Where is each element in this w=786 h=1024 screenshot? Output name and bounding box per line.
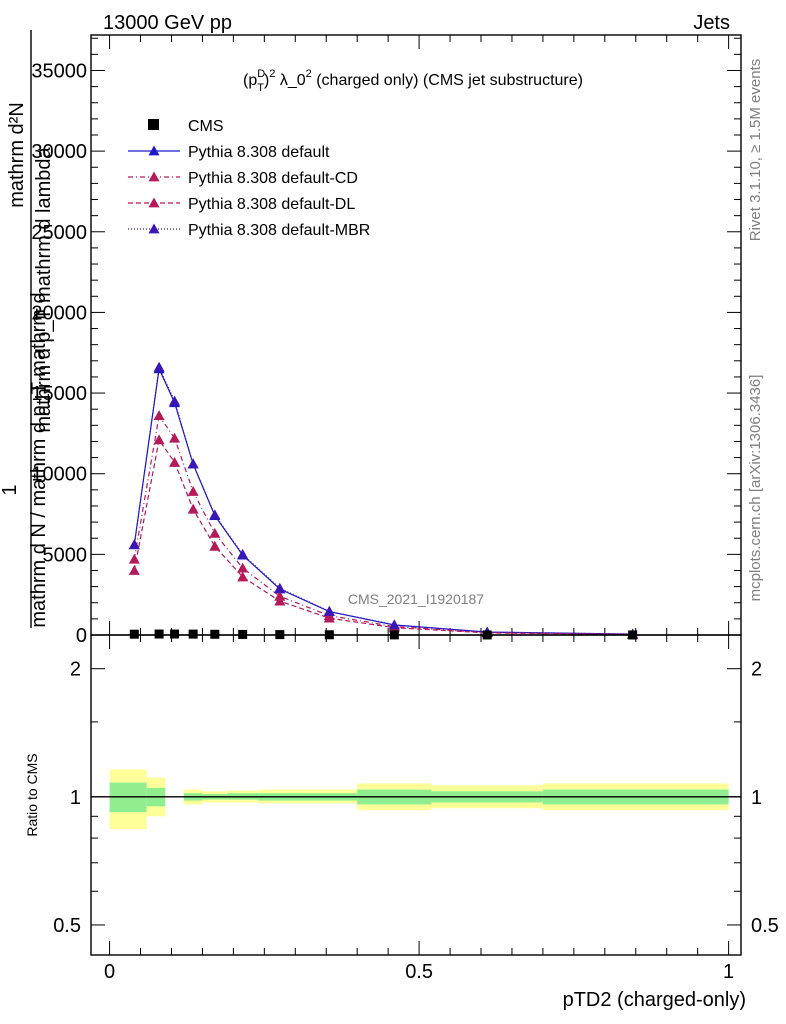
energy-label: 13000 GeV pp [103,12,232,34]
plot-title-sub-t: T [257,82,264,94]
mcplots-label: mcplots.cern.ch [arXiv:1306.3436] [747,375,764,602]
series-marker-dl [209,540,221,551]
cms-point [154,629,164,639]
series-line-dl [133,438,633,635]
series-marker-cd [128,553,140,564]
series-marker-mbr [128,539,140,550]
series-marker-dl [128,564,140,575]
main-ytick-label: 0 [76,625,87,647]
series-marker-dl [237,571,249,582]
xtick-label: 1 [723,961,734,983]
ratio-panel: 0.5 0.5 1 1 2 2 [53,634,779,956]
series-marker-mbr [388,619,400,630]
legend-marker-triangle [148,145,160,156]
series-marker-cd [237,562,249,573]
series-marker-cd [153,410,165,421]
main-panel: 0 5000 10000 15000 20000 25000 30000 35000 CMS_… [31,34,742,647]
series-marker-mbr [274,582,286,593]
ylabel-line4: mathrm d N / mathrm d p_T mathrm d [28,292,50,627]
legend-marker-triangle [148,197,160,208]
ylabel-line3: 1 [0,484,21,495]
plot-title-sup-2: 2 [269,68,275,80]
legend-item-dl: Pythia 8.308 default-DL [128,196,355,213]
process-label: Jets [693,12,730,34]
ratio-ytick-label-right: 1 [751,787,762,809]
series-marker-dl [274,595,286,606]
xtick-label: 0 [104,961,115,983]
legend-label: Pythia 8.308 default-CD [188,170,358,187]
ylabel-line2: mathrm d p_T mathrm d lambda [33,146,55,432]
series-marker-mbr [187,458,199,469]
legend-marker-square [148,119,159,130]
legend-item-cd: Pythia 8.308 default-CD [128,170,358,187]
series-marker-cd [169,432,181,443]
ratio-bands [91,769,741,830]
legend-label: Pythia 8.308 default [188,144,330,161]
xtick-label: 0.5 [405,961,433,983]
main-ylabel: mathrm d²N mathrm d p_T mathrm d lambda … [0,30,55,628]
legend-marker-triangle [148,223,160,234]
plot-title-tail: (charged only) (CMS jet substructure) [312,72,583,89]
ratio-ticks: 0.5 0.5 1 1 2 2 [53,635,779,955]
plot-title: (pD T)2 λ_02 (charged only) (CMS jet subs… [243,68,583,94]
plot-title-lead: (p [243,72,257,89]
legend-label: Pythia 8.308 default-MBR [188,222,370,239]
main-ytick-label: 10000 [31,464,87,486]
legend-marker-triangle [148,171,160,182]
series-marker-cd [187,485,199,496]
series-marker-dl [323,612,335,623]
main-ytick-label: 25000 [31,222,87,244]
main-ticks: 0 5000 10000 15000 20000 25000 30000 35000 [31,35,741,647]
ylabel-line1: mathrm d²N [6,102,28,208]
series-marker-cd [209,527,221,538]
series-marker-mbr [209,509,221,520]
cms-point [129,629,139,639]
cms-point [188,629,198,639]
ratio-ylabel: Ratio to CMS [24,753,40,836]
plot-title-sup-2b: 2 [306,68,312,80]
plot-title-mid: λ_0 [275,72,305,89]
series-marker-dl [187,503,199,514]
ratio-ytick-label-right: 2 [751,659,762,681]
main-ytick-label: 30000 [31,141,87,163]
legend-item-def: Pythia 8.308 default [128,144,330,161]
ratio-frame [90,634,742,956]
rivet-label: Rivet 3.1.10, ≥ 1.5M events [747,59,764,242]
ratio-ytick-label: 2 [70,659,81,681]
xlabel: pTD2 (charged-only) [563,989,746,1011]
main-ytick-label: 15000 [31,383,87,405]
series-marker-mbr [169,395,181,406]
series-marker-dl [153,434,165,445]
series-marker-mbr [237,548,249,559]
ratio-ytick-label-right: 0.5 [751,915,779,937]
legend: CMS Pythia 8.308 default Pythia 8.308 defa… [128,118,370,239]
series-line-cd [133,414,633,635]
plot-title-sup-d: D [257,68,265,80]
main-ytick-label: 35000 [31,60,87,82]
ratio-ytick-label: 0.5 [53,915,81,937]
cms-point [170,629,180,639]
series-marker-dl [169,456,181,467]
series-marker-mbr [323,605,335,616]
series-marker-mbr [153,361,165,372]
legend-item-mbr: Pythia 8.308 default-MBR [128,222,370,239]
ratio-ytick-label: 1 [70,787,81,809]
watermark: CMS_2021_I1920187 [348,591,484,607]
xtick-labels: 0 0.5 1 [104,961,734,983]
cms-point [210,629,220,639]
plot-title-close: ) [264,72,269,89]
main-series-markers [128,361,639,639]
legend-label: Pythia 8.308 default-DL [188,196,355,213]
legend-item-cms: CMS [148,118,224,135]
main-ytick-label: 5000 [43,544,88,566]
legend-label: CMS [188,118,224,135]
main-ytick-label: 20000 [31,302,87,324]
